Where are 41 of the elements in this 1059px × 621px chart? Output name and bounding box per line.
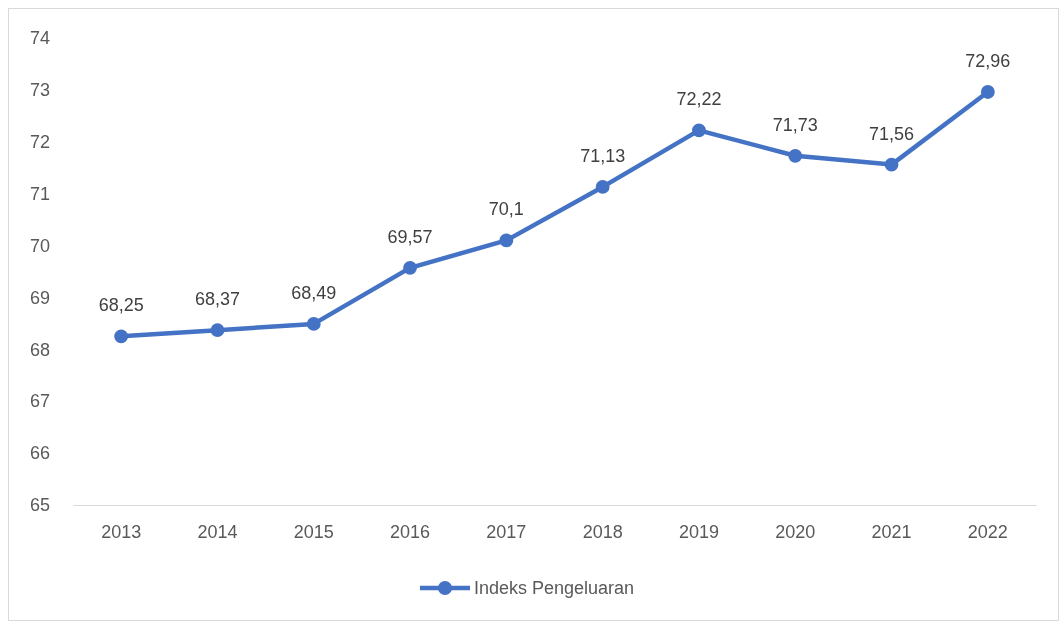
point bbox=[114, 329, 129, 344]
x-tick-label: 2018 bbox=[582, 521, 623, 542]
data-label: 69,57 bbox=[387, 226, 433, 247]
x-tick-label: 2020 bbox=[775, 521, 816, 542]
x-tick-label: 2014 bbox=[197, 521, 238, 542]
y-tick-label: 72 bbox=[29, 132, 50, 153]
legend-label: Indeks Pengeluaran bbox=[474, 578, 635, 599]
x-tick-label: 2017 bbox=[486, 521, 527, 542]
point bbox=[788, 148, 803, 163]
data-label: 71,13 bbox=[580, 145, 626, 166]
data-label: 72,22 bbox=[676, 89, 722, 110]
point bbox=[306, 317, 321, 331]
y-tick-label: 69 bbox=[29, 287, 50, 308]
y-tick-label: 68 bbox=[29, 339, 50, 360]
data-label: 68,37 bbox=[194, 289, 240, 310]
point bbox=[499, 233, 514, 248]
data-label: 68,49 bbox=[291, 282, 337, 303]
x-tick-label: 2013 bbox=[101, 521, 142, 542]
x-tick-label: 2019 bbox=[678, 521, 719, 542]
x-tick-label: 2015 bbox=[293, 521, 334, 542]
point bbox=[210, 323, 225, 338]
y-tick-label: 70 bbox=[29, 235, 50, 256]
point bbox=[980, 85, 995, 99]
y-tick-label: 73 bbox=[29, 80, 50, 101]
y-tick-label: 67 bbox=[29, 391, 50, 412]
data-label: 71,56 bbox=[869, 123, 915, 144]
data-label: 72,96 bbox=[965, 50, 1011, 71]
x-tick-label: 2022 bbox=[967, 521, 1008, 542]
y-tick-label: 71 bbox=[29, 183, 50, 204]
x-tick-label: 2021 bbox=[871, 521, 912, 542]
y-tick-label: 74 bbox=[29, 28, 50, 49]
y-tick-label: 66 bbox=[29, 443, 50, 464]
data-label: 68,25 bbox=[98, 295, 144, 316]
point bbox=[403, 260, 417, 275]
point bbox=[595, 180, 610, 194]
point bbox=[692, 123, 706, 138]
point bbox=[884, 157, 899, 172]
data-label: 70,1 bbox=[488, 199, 524, 220]
y-tick-label: 65 bbox=[29, 495, 50, 516]
x-tick-label: 2016 bbox=[390, 521, 431, 542]
data-label: 71,73 bbox=[772, 114, 818, 135]
